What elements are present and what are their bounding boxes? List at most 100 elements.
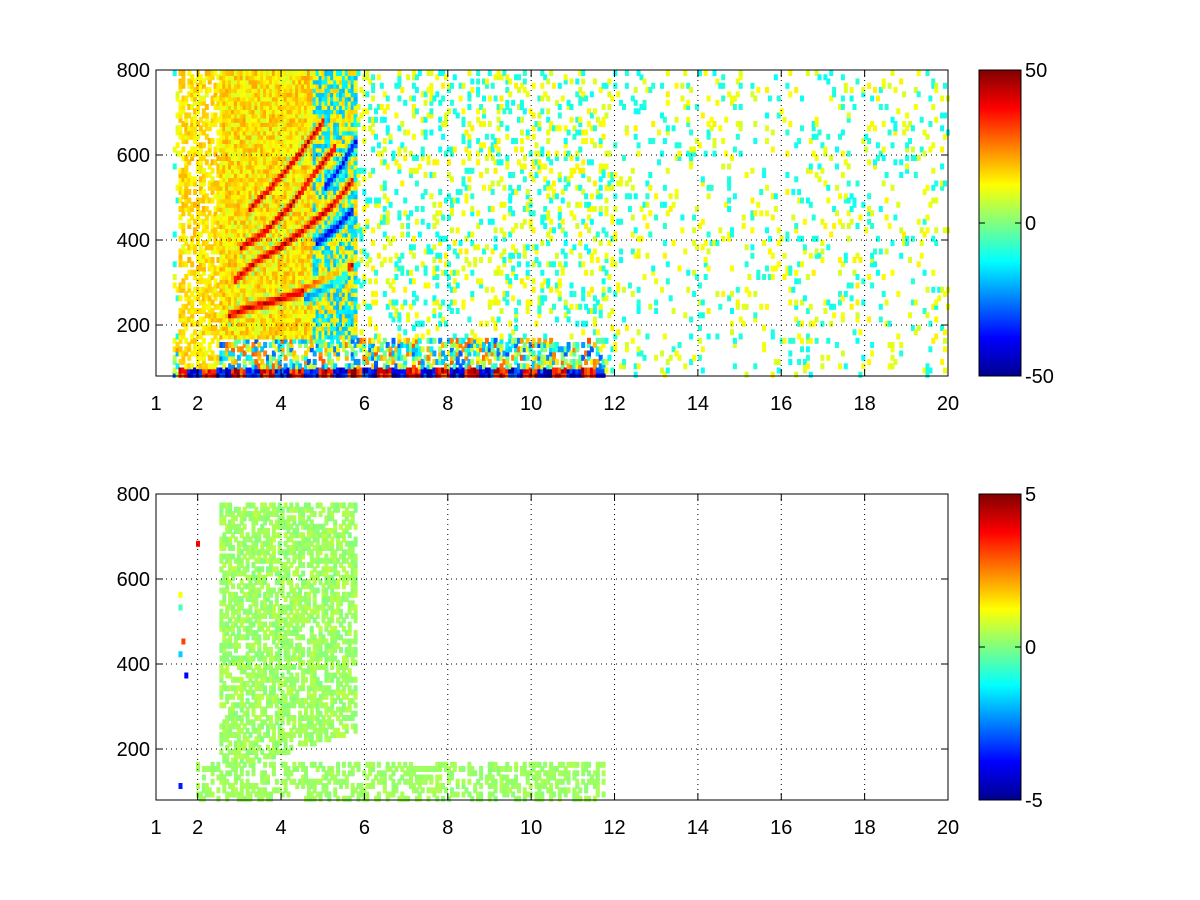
heatmap-cell [508, 363, 513, 370]
heatmap-cell [274, 329, 279, 336]
heatmap-cell [470, 346, 475, 353]
heatmap-cell [353, 282, 358, 289]
heatmap-cell [236, 138, 241, 144]
heatmap-cell [350, 282, 355, 289]
heatmap-cell [505, 291, 510, 297]
heatmap-cell [269, 286, 273, 293]
heatmap-cell [201, 248, 206, 255]
heatmap-cell [283, 189, 288, 195]
heatmap-cell [435, 218, 440, 225]
heatmap-cell [371, 265, 376, 272]
heatmap-cell [341, 252, 346, 259]
heatmap-cell [266, 291, 270, 297]
heatmap-cell [263, 265, 268, 272]
heatmap-cell [231, 82, 235, 89]
heatmap-cell [304, 172, 308, 178]
heatmap-cell [333, 367, 338, 374]
heatmap-cell [225, 129, 230, 136]
heatmap-cell [330, 295, 335, 302]
heatmap-cell [353, 112, 358, 119]
heatmap-cell [289, 303, 294, 310]
heatmap-cell [324, 371, 329, 378]
heatmap-cell [374, 299, 378, 306]
heatmap-cell [330, 167, 335, 174]
heatmap-cell [330, 201, 335, 208]
heatmap-cell [236, 325, 241, 331]
heatmap-cell [423, 99, 428, 106]
heatmap-cell [231, 112, 235, 119]
heatmap-cell [198, 320, 203, 327]
heatmap-cell [368, 371, 373, 378]
heatmap-cell [201, 325, 206, 331]
heatmap-cell [219, 82, 224, 89]
heatmap-cell [330, 163, 335, 170]
heatmap-cell [365, 350, 370, 357]
heatmap-cell [482, 363, 486, 370]
heatmap-cell [429, 337, 434, 344]
heatmap-cell [236, 70, 241, 76]
heatmap-cell [187, 159, 192, 166]
heatmap-cell [263, 133, 268, 140]
heatmap-cell [304, 159, 308, 166]
heatmap-cell [231, 308, 235, 314]
heatmap-cell [371, 346, 376, 353]
heatmap-cell [266, 116, 270, 123]
heatmap-cell [274, 159, 279, 166]
heatmap-cell [236, 244, 241, 251]
heatmap-cell [487, 346, 492, 353]
heatmap-cell [312, 367, 317, 374]
heatmap-cell [353, 371, 358, 378]
heatmap-cell [269, 172, 273, 178]
heatmap-cell [222, 214, 227, 221]
heatmap-cell [479, 320, 484, 327]
heatmap-cell [312, 197, 317, 204]
heatmap-cell [321, 265, 326, 272]
heatmap-cell [219, 78, 224, 85]
heatmap-cell [228, 176, 233, 183]
heatmap-cell [263, 184, 268, 191]
heatmap-cell [213, 371, 218, 378]
heatmap-cell [269, 354, 273, 361]
heatmap-cell [324, 252, 329, 259]
heatmap-cell [269, 74, 273, 81]
heatmap-cell [403, 286, 408, 293]
heatmap-cell [327, 286, 332, 293]
heatmap-cell [251, 172, 256, 178]
heatmap-cell [315, 278, 320, 285]
heatmap-cell [368, 367, 373, 374]
heatmap-cell [233, 167, 238, 174]
heatmap-cell [353, 129, 358, 136]
heatmap-cell [266, 218, 270, 225]
heatmap-cell [479, 257, 484, 263]
heatmap-cell [411, 278, 416, 285]
heatmap-cell [254, 333, 259, 340]
heatmap-cell [277, 346, 282, 353]
heatmap-cell [324, 240, 329, 246]
heatmap-cell [175, 363, 180, 370]
heatmap-cell [336, 371, 341, 378]
heatmap-cell [271, 231, 276, 238]
heatmap-cell [318, 299, 323, 306]
heatmap-cell [266, 167, 270, 174]
heatmap-cell [467, 167, 472, 174]
heatmap-cell [216, 142, 221, 149]
heatmap-cell [257, 129, 262, 136]
heatmap-cell [505, 346, 510, 353]
heatmap-cell [271, 350, 276, 357]
heatmap-cell [473, 367, 478, 374]
heatmap-cell [522, 371, 527, 378]
heatmap-cell [251, 248, 256, 255]
heatmap-cell [298, 201, 303, 208]
heatmap-cell [339, 223, 343, 229]
heatmap-cell [304, 167, 308, 174]
heatmap-cell [260, 146, 265, 153]
heatmap-cell [341, 329, 346, 336]
heatmap-cell [321, 274, 326, 280]
heatmap-cell [260, 218, 265, 225]
heatmap-cell [190, 316, 195, 323]
heatmap-cell [371, 337, 376, 344]
heatmap-cell [391, 278, 396, 285]
heatmap-cell [222, 108, 227, 115]
heatmap-cell [411, 342, 416, 348]
heatmap-cell [327, 150, 332, 157]
